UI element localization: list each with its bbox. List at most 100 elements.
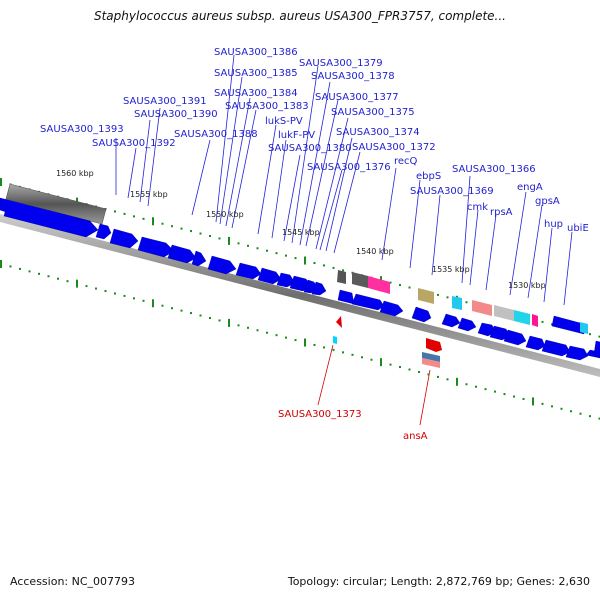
- tick-mark: [123, 294, 126, 297]
- tick-mark: [199, 314, 202, 317]
- tick-mark: [142, 299, 145, 302]
- gene-label-sausa300-1372[interactable]: SAUSA300_1372: [352, 142, 436, 153]
- tick-mark: [551, 405, 553, 408]
- tick-mark: [285, 254, 287, 257]
- gene-label-sausa300-1390[interactable]: SAUSA300_1390: [134, 109, 218, 120]
- tick-mark: [342, 351, 344, 354]
- kbp-label: 1560 kbp: [56, 169, 94, 178]
- tick-mark: [579, 412, 582, 415]
- tick-mark: [313, 343, 316, 346]
- tick-mark: [541, 402, 544, 405]
- tick-mark: [209, 316, 211, 319]
- tick-mark: [19, 267, 21, 270]
- tick-mark: [256, 329, 259, 332]
- tick-mark: [237, 242, 240, 245]
- colored-features[interactable]: [333, 270, 588, 368]
- gene-label-sausa300-1377[interactable]: SAUSA300_1377: [315, 92, 399, 103]
- gene-label-sausa300-1378[interactable]: SAUSA300_1378: [311, 71, 395, 82]
- tick-mark: [247, 326, 249, 329]
- kbp-axis-labels: 1560 kbp 1555 kbp 1550 kbp 1545 kbp 1540…: [56, 169, 546, 290]
- tick-mark: [275, 334, 278, 337]
- tick-mark: [275, 252, 278, 255]
- tick-mark: [76, 279, 78, 288]
- tick-mark: [399, 284, 401, 287]
- tick-mark: [313, 261, 316, 264]
- tick-mark: [152, 217, 154, 226]
- gene-label-sausa300-1384[interactable]: SAUSA300_1384: [214, 88, 298, 99]
- gene-label-cmk[interactable]: cmk: [467, 202, 488, 213]
- tick-mark: [133, 297, 135, 300]
- tick-mark: [171, 307, 173, 310]
- gene-label-recq[interactable]: recQ: [394, 156, 418, 167]
- tick-mark: [104, 289, 107, 292]
- genome-title: Staphylococcus aureus subsp. aureus USA3…: [93, 9, 506, 23]
- gene-label-sausa300-1366[interactable]: SAUSA300_1366: [452, 164, 536, 175]
- tick-mark: [560, 407, 563, 410]
- tick-mark: [427, 373, 430, 376]
- tick-mark: [199, 232, 202, 235]
- tick-mark: [484, 388, 487, 391]
- tick-mark: [389, 363, 392, 366]
- gene-label-ansa[interactable]: ansA: [403, 431, 428, 442]
- tick-mark: [9, 265, 12, 268]
- kbp-label: 1545 kbp: [282, 228, 320, 237]
- gene-label-sausa300-1386[interactable]: SAUSA300_1386: [214, 47, 298, 58]
- forward-genes[interactable]: [0, 197, 600, 361]
- gene-label-sausa300-1392[interactable]: SAUSA300_1392: [92, 138, 176, 149]
- tick-mark: [380, 358, 382, 367]
- gene-label-ubie[interactable]: ubiE: [567, 223, 589, 234]
- tick-mark: [38, 272, 40, 275]
- tick-mark: [133, 215, 135, 218]
- gene-label-sausa300-1383[interactable]: SAUSA300_1383: [225, 101, 309, 112]
- tick-mark: [218, 237, 221, 240]
- tick-mark: [389, 281, 392, 284]
- gene-label-luks-pv[interactable]: lukS-PV: [265, 116, 303, 127]
- tick-mark: [465, 301, 468, 304]
- tick-mark: [123, 212, 126, 215]
- tick-mark: [190, 312, 192, 315]
- tick-mark: [532, 397, 534, 406]
- tick-mark: [437, 375, 439, 378]
- tick-mark: [456, 377, 458, 386]
- gene-label-sausa300-1391[interactable]: SAUSA300_1391: [123, 96, 207, 107]
- gene-label-hup[interactable]: hup: [544, 219, 563, 230]
- tick-mark: [570, 410, 572, 413]
- leader-lines: [115, 54, 573, 306]
- tick-mark: [218, 319, 221, 322]
- tick-mark: [494, 390, 496, 393]
- gene-label-enga[interactable]: engA: [517, 182, 543, 193]
- gene-label-rpsa[interactable]: rpsA: [490, 207, 513, 218]
- tick-mark: [285, 336, 287, 339]
- gene-label-lukf-pv[interactable]: lukF-PV: [278, 130, 315, 141]
- gene-label-gpsa[interactable]: gpsA: [535, 196, 560, 207]
- tick-mark: [598, 335, 600, 338]
- tick-mark: [114, 292, 116, 295]
- gene-label-sausa300-1374[interactable]: SAUSA300_1374: [336, 127, 420, 138]
- tick-mark: [266, 331, 268, 334]
- tick-mark: [408, 368, 411, 371]
- kbp-label: 1540 kbp: [356, 247, 394, 256]
- gene-label-ebps[interactable]: ebpS: [416, 171, 441, 182]
- gene-label-sausa300-1376[interactable]: SAUSA300_1376: [307, 162, 391, 173]
- tick-mark: [437, 293, 439, 296]
- tick-mark: [161, 304, 164, 307]
- genome-backbone: [0, 214, 600, 377]
- tick-mark: [0, 178, 2, 186]
- tick-mark: [332, 348, 335, 351]
- gene-label-sausa300-1385[interactable]: SAUSA300_1385: [214, 68, 298, 79]
- gene-label-sausa300-1375[interactable]: SAUSA300_1375: [331, 107, 415, 118]
- gene-label-sausa300-1393[interactable]: SAUSA300_1393: [40, 124, 124, 135]
- tick-mark: [408, 286, 411, 289]
- gene-label-sausa300-1380[interactable]: SAUSA300_1380: [268, 143, 352, 154]
- tick-mark: [503, 393, 506, 396]
- tick-mark: [304, 338, 306, 347]
- tick-mark: [399, 366, 401, 369]
- tick-mark: [85, 285, 88, 288]
- gene-label-sausa300-1369[interactable]: SAUSA300_1369: [410, 186, 494, 197]
- tick-mark: [465, 383, 468, 386]
- gene-label-sausa300-1379[interactable]: SAUSA300_1379: [299, 58, 383, 69]
- gene-label-sausa300-1373[interactable]: SAUSA300_1373: [278, 409, 362, 420]
- gene-label-sausa300-1388[interactable]: SAUSA300_1388: [174, 129, 258, 140]
- gray-gene-block[interactable]: [5, 183, 107, 225]
- tick-mark: [370, 358, 373, 361]
